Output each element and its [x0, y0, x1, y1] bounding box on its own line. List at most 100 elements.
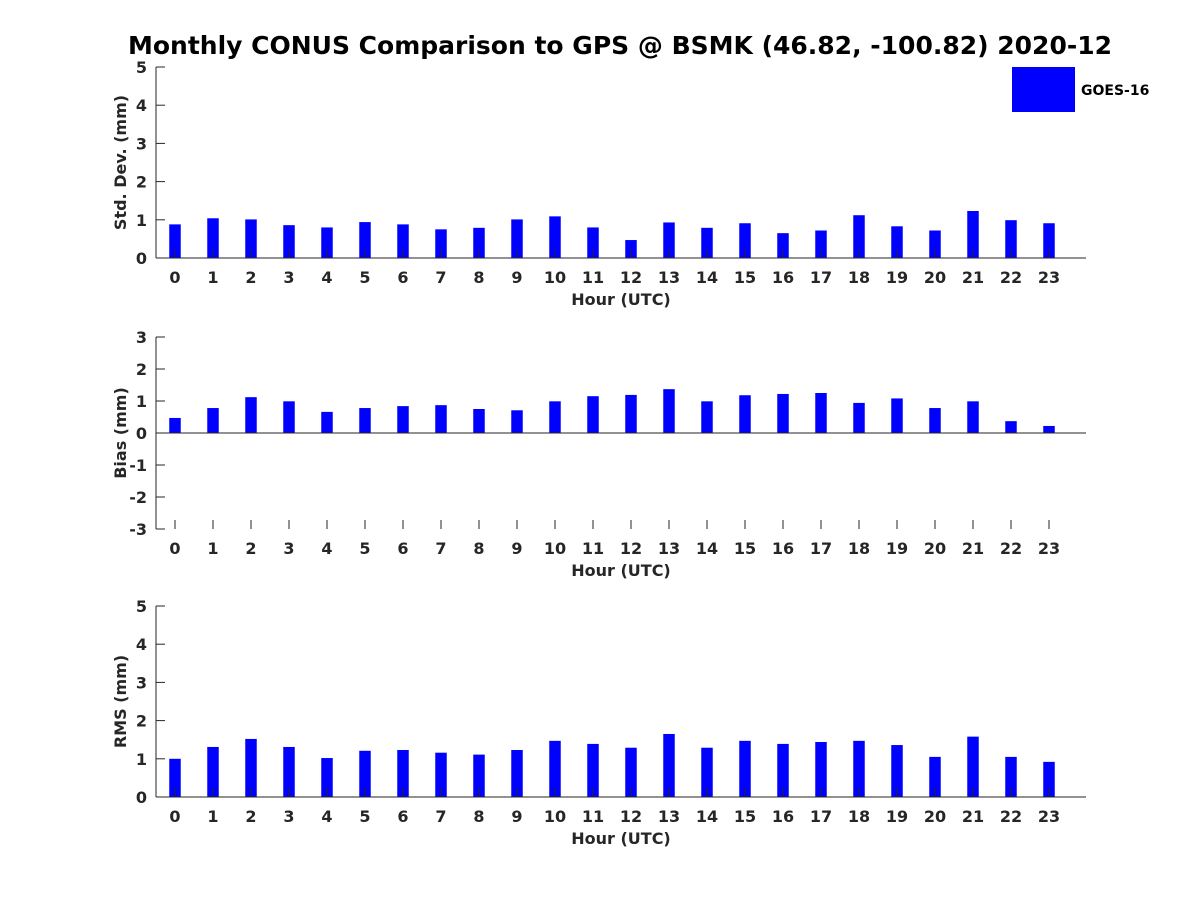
x-tick-label: 17: [810, 807, 832, 826]
bar-hour-8: [473, 409, 485, 433]
y-tick-label: 4: [136, 635, 147, 654]
x-tick-label: 7: [435, 539, 446, 558]
x-tick-label: 19: [886, 268, 908, 287]
bar-hour-14: [701, 747, 713, 797]
bar-hour-1: [207, 746, 219, 797]
x-tick-label: 21: [962, 807, 984, 826]
y-tick-label: 2: [136, 173, 147, 192]
bar-hour-5: [359, 408, 371, 433]
y-tick-label: 1: [136, 392, 147, 411]
bar-hour-2: [245, 219, 257, 258]
bar-hour-7: [435, 405, 447, 433]
bar-hour-20: [929, 230, 941, 258]
bar-hour-22: [1005, 421, 1017, 433]
bar-hour-13: [663, 733, 675, 797]
x-tick-label: 4: [321, 268, 332, 287]
bar-hour-2: [245, 397, 257, 433]
bar-hour-13: [663, 389, 675, 433]
bar-hour-2: [245, 738, 257, 797]
bar-hour-11: [587, 396, 599, 433]
x-tick-label: 3: [283, 539, 294, 558]
x-tick-label: 6: [397, 539, 408, 558]
x-tick-label: 6: [397, 268, 408, 287]
x-tick-label: 11: [582, 539, 604, 558]
y-tick-label: 3: [136, 673, 147, 692]
x-tick-label: 17: [810, 268, 832, 287]
x-tick-label: 18: [848, 268, 870, 287]
x-tick-label: 22: [1000, 268, 1022, 287]
bar-hour-22: [1005, 756, 1017, 797]
x-tick-label: 11: [582, 807, 604, 826]
x-tick-label: 13: [658, 268, 680, 287]
x-axis-label: Hour (UTC): [571, 290, 671, 309]
bar-hour-6: [397, 224, 409, 258]
x-tick-label: 15: [734, 268, 756, 287]
y-tick-label: 0: [136, 788, 147, 807]
bar-hour-21: [967, 736, 979, 797]
x-tick-label: 20: [924, 807, 946, 826]
x-tick-label: 15: [734, 807, 756, 826]
bar-hour-21: [967, 401, 979, 433]
bar-hour-17: [815, 741, 827, 797]
x-tick-label: 16: [772, 268, 794, 287]
bar-hour-14: [701, 401, 713, 433]
bar-hour-11: [587, 743, 599, 797]
y-axis-label: RMS (mm): [111, 655, 130, 748]
x-tick-label: 17: [810, 539, 832, 558]
y-tick-label: -2: [129, 488, 147, 507]
x-tick-label: 12: [620, 268, 642, 287]
y-axis-label: Std. Dev. (mm): [111, 95, 130, 230]
x-tick-label: 20: [924, 539, 946, 558]
x-tick-label: 22: [1000, 539, 1022, 558]
bar-hour-9: [511, 219, 523, 258]
bar-hour-15: [739, 223, 751, 258]
bar-hour-7: [435, 229, 447, 258]
y-tick-label: 1: [136, 750, 147, 769]
bar-hour-11: [587, 227, 599, 258]
x-tick-label: 13: [658, 807, 680, 826]
x-tick-label: 5: [359, 807, 370, 826]
x-tick-label: 14: [696, 539, 718, 558]
x-tick-label: 2: [245, 268, 256, 287]
bar-hour-13: [663, 222, 675, 258]
x-tick-label: 19: [886, 807, 908, 826]
bar-hour-3: [283, 746, 295, 797]
x-tick-label: 14: [696, 268, 718, 287]
bar-hour-16: [777, 743, 789, 797]
bar-hour-23: [1043, 223, 1055, 258]
y-tick-label: 5: [136, 58, 147, 77]
x-tick-label: 16: [772, 807, 794, 826]
x-tick-label: 19: [886, 539, 908, 558]
x-tick-label: 7: [435, 268, 446, 287]
bar-hour-15: [739, 740, 751, 797]
x-tick-label: 16: [772, 539, 794, 558]
y-tick-label: -3: [129, 520, 147, 539]
bar-hour-5: [359, 750, 371, 797]
bar-hour-14: [701, 227, 713, 258]
legend-label: GOES-16: [1081, 83, 1149, 99]
bar-hour-18: [853, 402, 865, 433]
x-tick-label: 9: [511, 539, 522, 558]
x-axis-label: Hour (UTC): [571, 561, 671, 580]
legend: GOES-16: [1012, 67, 1149, 112]
x-tick-label: 13: [658, 539, 680, 558]
x-tick-label: 3: [283, 268, 294, 287]
y-tick-label: 0: [136, 424, 147, 443]
x-tick-label: 11: [582, 268, 604, 287]
x-tick-label: 21: [962, 539, 984, 558]
bar-hour-9: [511, 410, 523, 433]
bar-hour-19: [891, 226, 903, 258]
x-tick-label: 5: [359, 268, 370, 287]
y-tick-label: 2: [136, 712, 147, 731]
x-tick-label: 1: [207, 268, 218, 287]
y-tick-label: 5: [136, 597, 147, 616]
legend-swatch: [1012, 67, 1075, 112]
x-tick-label: 4: [321, 807, 332, 826]
bar-hour-10: [549, 740, 561, 797]
bar-hour-5: [359, 222, 371, 258]
bar-hour-4: [321, 758, 333, 797]
